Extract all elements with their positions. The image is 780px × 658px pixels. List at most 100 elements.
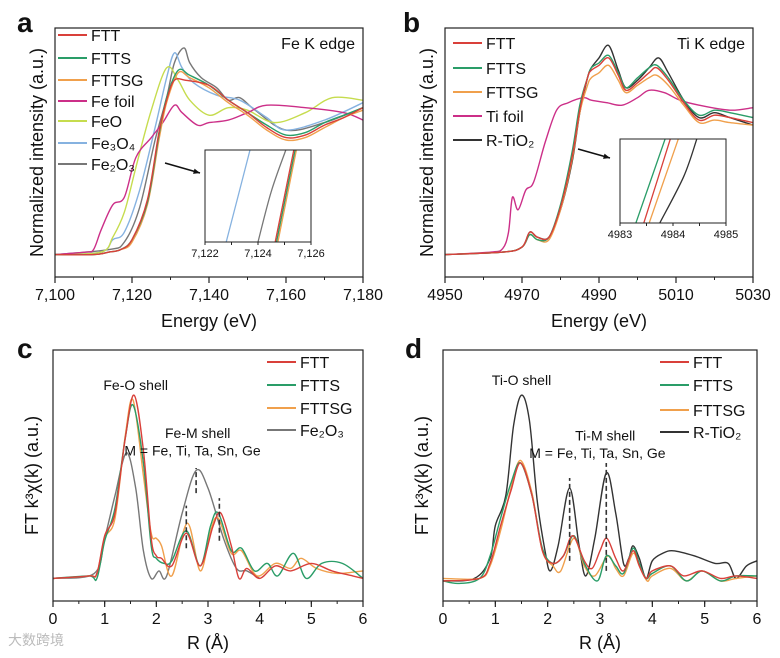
x-tick-label: 7,160 bbox=[266, 287, 306, 304]
legend-label: FTTS bbox=[486, 61, 526, 78]
inset-line-ftt bbox=[274, 150, 295, 242]
x-tick-label: 5010 bbox=[658, 287, 694, 304]
annotation: Fe-M shell bbox=[165, 425, 230, 441]
x-tick-label: 7,140 bbox=[189, 287, 229, 304]
series-line-ftts bbox=[53, 403, 363, 582]
legend-label: FTTSG bbox=[300, 401, 352, 418]
series-line-ftt bbox=[445, 56, 753, 256]
inset-tick-label: 7,122 bbox=[191, 248, 219, 260]
panel-label: d bbox=[405, 333, 422, 364]
inset-line-fttsg bbox=[277, 150, 298, 242]
x-tick-label: 3 bbox=[596, 611, 605, 628]
inset-line-ftts bbox=[275, 150, 296, 242]
inset: 4983 4984 4985 bbox=[608, 138, 738, 241]
panel-label: a bbox=[17, 7, 33, 38]
series-group bbox=[55, 47, 363, 256]
legend-label: R-TiO₂ bbox=[486, 133, 534, 150]
inset-line-r-tio2 bbox=[659, 139, 698, 223]
x-tick-label: 4 bbox=[255, 611, 264, 628]
annotation: Ti-O shell bbox=[492, 372, 551, 388]
inset-bg bbox=[620, 139, 726, 223]
x-tick-label: 6 bbox=[753, 611, 762, 628]
legend-label: FTTS bbox=[693, 378, 733, 395]
legend: FTT FTTS FTTSG R-TiO₂ bbox=[660, 355, 745, 442]
legend: FTT FTTS FTTSG Fe₂O₃ bbox=[267, 355, 352, 440]
x-tick-label: 0 bbox=[49, 611, 58, 628]
legend-label: FTT bbox=[91, 28, 121, 45]
x-tick-label: 7,100 bbox=[35, 287, 75, 304]
x-tick-label: 7,180 bbox=[343, 287, 383, 304]
legend-label: FTTS bbox=[91, 51, 131, 68]
legend-label: Fe₃O₄ bbox=[91, 136, 135, 153]
x-tick-label: 2 bbox=[152, 611, 161, 628]
series-line-ftt bbox=[53, 394, 363, 580]
inset-tick-label: 7,126 bbox=[297, 248, 325, 260]
annotation: M = Fe, Ti, Ta, Sn, Ge bbox=[529, 445, 666, 461]
series-line-fe2o3 bbox=[55, 47, 363, 256]
series-line-ti-foil bbox=[445, 89, 753, 256]
annotation: Ti-M shell bbox=[575, 427, 635, 443]
y-axis-title: Normalized intensity (a.u.) bbox=[417, 48, 437, 257]
y-axis-title: FT k³χ(k) (a.u.) bbox=[22, 416, 42, 535]
inset-line-fe2o3 bbox=[257, 150, 287, 242]
series-line-ftt bbox=[443, 462, 757, 582]
panel-b: b 4950 4970 4990 5010 5030 Energy (eV) Normaliz… bbox=[403, 7, 771, 331]
arrow-head-icon bbox=[193, 168, 200, 174]
inset-bg bbox=[205, 150, 311, 242]
x-tick-label: 2 bbox=[543, 611, 552, 628]
x-tick-label: 4 bbox=[648, 611, 657, 628]
inset-line-ftts bbox=[635, 139, 666, 223]
panel-a: a 7,100 7,120 7,140 7,160 7,180 Energy (eV) Nor… bbox=[17, 7, 383, 331]
arrow-head-icon bbox=[603, 153, 610, 159]
watermark: 大数跨境 bbox=[8, 632, 64, 648]
inset-tick-label: 4984 bbox=[661, 229, 685, 241]
series-line-fe3o4 bbox=[55, 52, 363, 256]
panel-label: b bbox=[403, 7, 420, 38]
series-group bbox=[53, 394, 363, 582]
legend-label: R-TiO₂ bbox=[693, 425, 741, 442]
annotation: M = Fe, Ti, Ta, Sn, Ge bbox=[124, 442, 261, 458]
y-axis-title: FT k³χ(k) (a.u.) bbox=[412, 416, 432, 535]
legend-label: FTTSG bbox=[486, 85, 538, 102]
legend-label: Ti foil bbox=[486, 109, 524, 126]
inset-line-fttsg bbox=[648, 139, 679, 223]
panel-d: d Ti-O shell Ti-M shell M = Fe, Ti, Ta, Sn,… bbox=[405, 333, 762, 653]
edge-title: Fe K edge bbox=[281, 36, 355, 53]
legend-label: FTTS bbox=[300, 378, 340, 395]
series-line-ftts bbox=[445, 54, 753, 256]
series-line-ftt bbox=[55, 77, 363, 256]
y-axis-title: Normalized intensity (a.u.) bbox=[27, 48, 47, 257]
series-line-fttsg bbox=[53, 398, 363, 580]
edge-title: Ti K edge bbox=[677, 36, 745, 53]
series-line-fe-foil bbox=[55, 104, 363, 256]
x-tick-label: 5 bbox=[307, 611, 316, 628]
inset-line-ftt bbox=[643, 139, 671, 223]
legend-label: Fe foil bbox=[91, 94, 135, 111]
series-line-r-tio2 bbox=[443, 394, 757, 582]
x-axis-title: R (Å) bbox=[187, 633, 229, 653]
legend-label: FTT bbox=[300, 355, 330, 372]
legend-label: Fe₂O₃ bbox=[300, 423, 344, 440]
legend-label: FeO bbox=[91, 114, 122, 131]
legend-label: FTT bbox=[486, 36, 516, 53]
x-tick-label: 0 bbox=[439, 611, 448, 628]
inset-tick-label: 7,124 bbox=[244, 248, 272, 260]
series-line-ftts bbox=[443, 462, 757, 585]
x-axis-title: R (Å) bbox=[579, 633, 621, 653]
legend-label: FTTSG bbox=[91, 73, 143, 90]
inset-line-fe3o4 bbox=[225, 150, 251, 242]
x-tick-label: 6 bbox=[359, 611, 368, 628]
x-tick-label: 4950 bbox=[427, 287, 463, 304]
annotation: Fe-O shell bbox=[103, 377, 168, 393]
series-group bbox=[445, 44, 753, 256]
x-axis-title: Energy (eV) bbox=[161, 311, 257, 331]
series-line-fe2o3 bbox=[53, 452, 261, 580]
x-tick-label: 7,120 bbox=[112, 287, 152, 304]
x-tick-label: 4990 bbox=[581, 287, 617, 304]
panel-label: c bbox=[17, 333, 33, 364]
series-group bbox=[443, 394, 757, 585]
x-tick-label: 1 bbox=[100, 611, 109, 628]
x-tick-label: 5030 bbox=[735, 287, 771, 304]
